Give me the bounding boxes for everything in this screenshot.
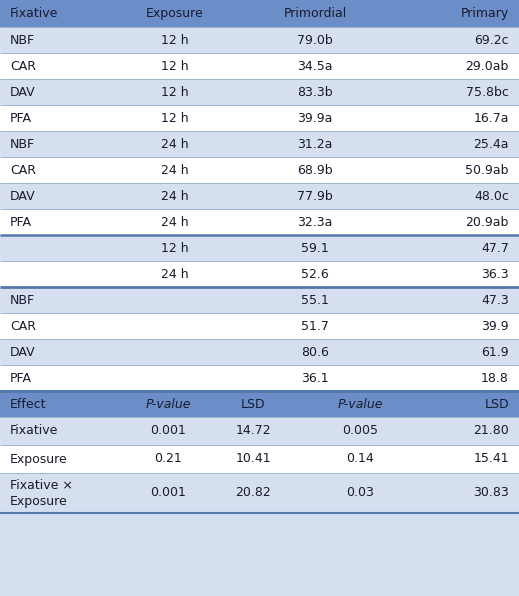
Text: 68.9b: 68.9b	[297, 163, 333, 176]
Text: 52.6: 52.6	[301, 268, 329, 281]
Text: 10.41: 10.41	[235, 452, 271, 465]
Text: Fixative: Fixative	[10, 424, 58, 437]
Text: Primary: Primary	[461, 7, 509, 20]
Text: CAR: CAR	[10, 60, 36, 73]
Bar	[0, 157, 519, 183]
Bar	[0, 105, 519, 131]
Text: 0.005: 0.005	[342, 424, 378, 437]
Text: NBF: NBF	[10, 33, 35, 46]
Text: 77.9b: 77.9b	[297, 190, 333, 203]
Bar	[0, 473, 519, 513]
Text: 24 h: 24 h	[161, 190, 189, 203]
Text: 12 h: 12 h	[161, 241, 189, 254]
Text: 34.5a: 34.5a	[297, 60, 333, 73]
Text: 69.2c: 69.2c	[474, 33, 509, 46]
Text: P-value: P-value	[145, 398, 191, 411]
Text: 0.001: 0.001	[150, 486, 186, 499]
Text: Exposure: Exposure	[146, 7, 204, 20]
Bar	[0, 131, 519, 157]
Bar	[0, 235, 519, 261]
Text: Fixative: Fixative	[10, 7, 58, 20]
Text: 20.82: 20.82	[235, 486, 271, 499]
Text: Fixative ×: Fixative ×	[10, 479, 73, 492]
Text: 12 h: 12 h	[161, 111, 189, 125]
Bar	[0, 27, 519, 53]
Text: Effect: Effect	[10, 398, 47, 411]
Text: 12 h: 12 h	[161, 60, 189, 73]
Text: 50.9ab: 50.9ab	[466, 163, 509, 176]
Text: CAR: CAR	[10, 163, 36, 176]
Text: 21.80: 21.80	[473, 424, 509, 437]
Text: 79.0b: 79.0b	[297, 33, 333, 46]
Text: 15.41: 15.41	[473, 452, 509, 465]
Text: 25.4a: 25.4a	[473, 138, 509, 151]
Bar	[0, 391, 519, 417]
Text: 51.7: 51.7	[301, 319, 329, 333]
Text: NBF: NBF	[10, 293, 35, 306]
Text: 36.1: 36.1	[301, 371, 329, 384]
Text: Primordial: Primordial	[283, 7, 347, 20]
Text: 0.03: 0.03	[346, 486, 374, 499]
Text: LSD: LSD	[241, 398, 265, 411]
Text: PFA: PFA	[10, 216, 32, 228]
Text: 0.001: 0.001	[150, 424, 186, 437]
Text: 24 h: 24 h	[161, 268, 189, 281]
Bar	[0, 445, 519, 473]
Bar	[0, 209, 519, 235]
Text: 12 h: 12 h	[161, 85, 189, 98]
Text: DAV: DAV	[10, 346, 36, 359]
Text: 39.9a: 39.9a	[297, 111, 333, 125]
Text: 30.83: 30.83	[473, 486, 509, 499]
Text: 83.3b: 83.3b	[297, 85, 333, 98]
Text: 36.3: 36.3	[482, 268, 509, 281]
Text: NBF: NBF	[10, 138, 35, 151]
Bar	[0, 261, 519, 287]
Text: 55.1: 55.1	[301, 293, 329, 306]
Text: 75.8bc: 75.8bc	[466, 85, 509, 98]
Text: 59.1: 59.1	[301, 241, 329, 254]
Text: 16.7a: 16.7a	[473, 111, 509, 125]
Bar	[0, 0, 519, 27]
Text: Exposure: Exposure	[10, 495, 68, 508]
Text: 47.3: 47.3	[481, 293, 509, 306]
Text: 47.7: 47.7	[481, 241, 509, 254]
Text: 61.9: 61.9	[482, 346, 509, 359]
Text: 24 h: 24 h	[161, 138, 189, 151]
Text: 29.0ab: 29.0ab	[466, 60, 509, 73]
Bar	[0, 339, 519, 365]
Text: 12 h: 12 h	[161, 33, 189, 46]
Text: LSD: LSD	[484, 398, 509, 411]
Text: 39.9: 39.9	[482, 319, 509, 333]
Text: 24 h: 24 h	[161, 216, 189, 228]
Text: PFA: PFA	[10, 371, 32, 384]
Bar	[0, 365, 519, 391]
Bar	[0, 53, 519, 79]
Text: 48.0c: 48.0c	[474, 190, 509, 203]
Text: CAR: CAR	[10, 319, 36, 333]
Text: DAV: DAV	[10, 85, 36, 98]
Bar	[0, 417, 519, 445]
Text: 24 h: 24 h	[161, 163, 189, 176]
Bar	[0, 287, 519, 313]
Text: 20.9ab: 20.9ab	[466, 216, 509, 228]
Text: 80.6: 80.6	[301, 346, 329, 359]
Bar	[0, 79, 519, 105]
Text: P-value: P-value	[337, 398, 383, 411]
Text: 31.2a: 31.2a	[297, 138, 333, 151]
Text: 0.21: 0.21	[154, 452, 182, 465]
Bar	[0, 183, 519, 209]
Text: 32.3a: 32.3a	[297, 216, 333, 228]
Text: 18.8: 18.8	[481, 371, 509, 384]
Text: PFA: PFA	[10, 111, 32, 125]
Bar	[0, 313, 519, 339]
Text: Exposure: Exposure	[10, 452, 68, 465]
Text: 14.72: 14.72	[235, 424, 271, 437]
Text: 0.14: 0.14	[346, 452, 374, 465]
Text: DAV: DAV	[10, 190, 36, 203]
